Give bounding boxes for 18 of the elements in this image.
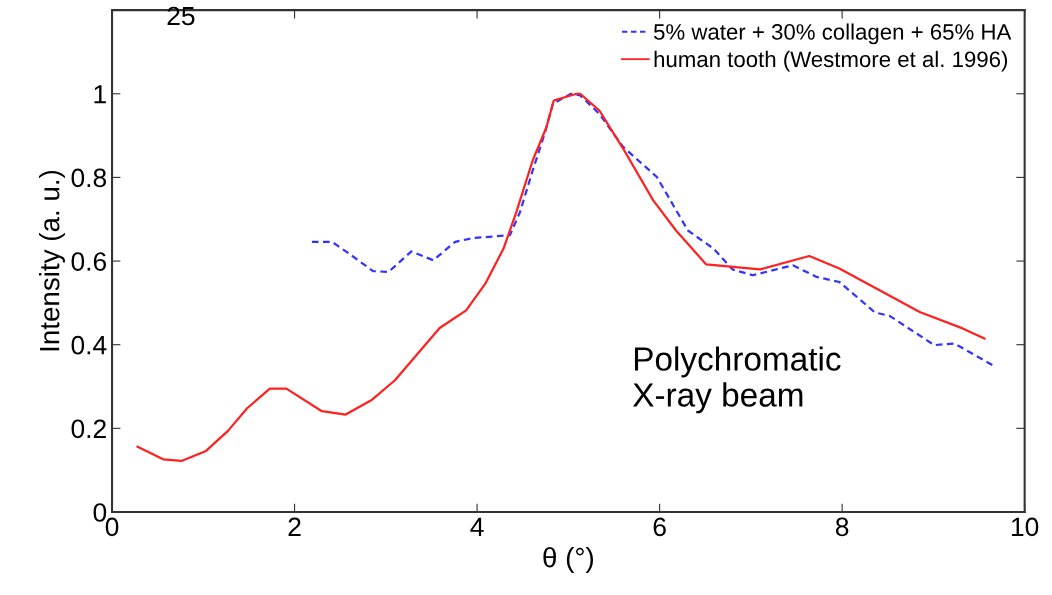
x-axis-title: θ (°)	[543, 547, 594, 573]
y-tick-label: 0.4	[71, 335, 107, 355]
y-axis-title: Intensity (a. u.)	[39, 170, 65, 351]
y-tick-label: 1	[94, 85, 106, 104]
annotation: 25	[167, 6, 195, 26]
x-tick-label: 10	[1011, 517, 1039, 537]
legend-label: human tooth (Westmore et al. 1996)	[654, 50, 1008, 72]
y-tick-label: 0.2	[71, 419, 106, 439]
legend-label: 5% water + 30% collagen + 65% HA	[653, 23, 1012, 45]
x-tick-label: 2	[288, 517, 301, 536]
x-tick-label: 6	[653, 517, 666, 537]
line-series	[136, 92, 986, 463]
y-tick-label: 0.8	[71, 168, 107, 188]
y-tick-label: 0.6	[71, 252, 107, 271]
annotation: Polychromatic X-ray beam	[632, 346, 841, 414]
x-tick-label: 8	[835, 517, 849, 537]
y-tick-label: 0	[93, 503, 107, 522]
x-tick-label: 4	[470, 517, 484, 536]
